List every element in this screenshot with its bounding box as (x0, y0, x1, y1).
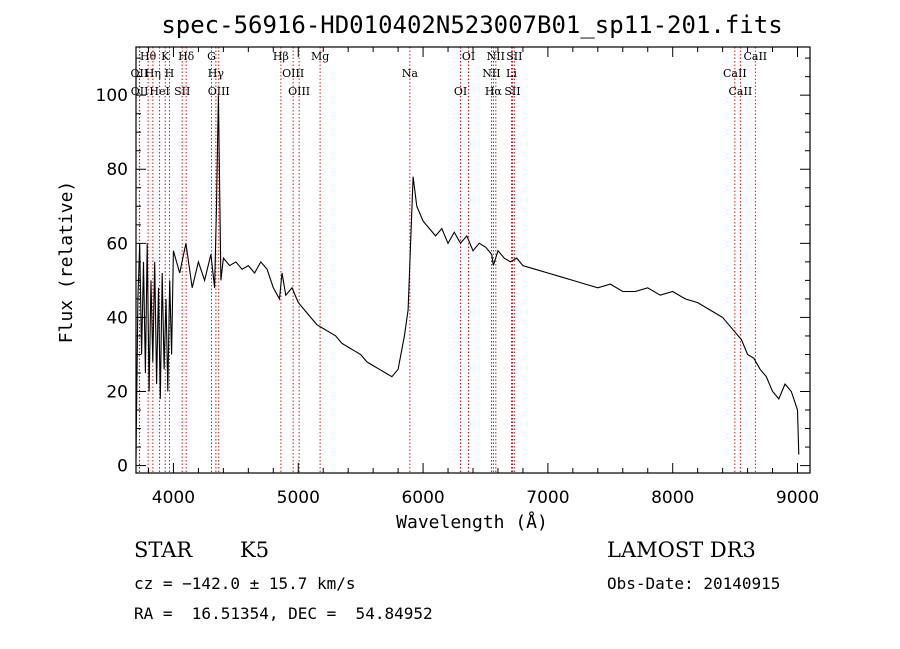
x-tick-label: 7000 (526, 488, 569, 508)
y-tick-label: 0 (117, 457, 128, 477)
spectral-line-label: OII (131, 67, 149, 80)
y-tick-label: 20 (106, 383, 128, 403)
x-tick-label: 4000 (152, 488, 195, 508)
spectral-line-label: SII (504, 85, 520, 98)
spectral-line-label: Hγ (208, 67, 225, 80)
y-tick-label: 100 (96, 86, 128, 106)
spectral-line-label: OIII (208, 85, 230, 98)
x-tick-label: 5000 (277, 488, 320, 508)
obs-date: Obs-Date: 20140915 (607, 574, 781, 593)
spectral-line-label: Li (506, 67, 517, 80)
y-tick-label: 40 (106, 308, 128, 328)
spectral-line-label: CaII (729, 85, 753, 98)
redshift-cz: cz = −142.0 ± 15.7 km/s (134, 574, 356, 593)
x-axis-label: Wavelength (Å) (396, 511, 548, 533)
spectral-line-label: SII (174, 85, 190, 98)
x-axis-ticks: 4000 5000 6000 7000 8000 9000 (147, 47, 819, 508)
spectral-line-label: OII (131, 85, 149, 98)
spectral-line-label: NII (487, 50, 505, 63)
spectral-line-label: CaII (723, 67, 747, 80)
spectral-line-label: HeI (149, 85, 169, 98)
spectral-line-label: Hα (485, 85, 503, 98)
spectral-line-label: OI (462, 50, 475, 63)
spectral-line-label: SII (506, 50, 522, 63)
object-subclass: K5 (240, 538, 270, 562)
y-tick-label: 80 (106, 160, 128, 180)
spectral-line-label: H (165, 67, 175, 80)
y-axis-label: Flux (relative) (56, 181, 77, 344)
spectral-line-label: Hη (145, 67, 161, 80)
spectral-line-label: Hδ (178, 50, 195, 63)
spectral-line-label: OIII (288, 85, 310, 98)
spectrum-line (135, 95, 800, 459)
x-tick-label: 8000 (651, 488, 694, 508)
spectral-line-label: Hθ (140, 50, 157, 63)
spectral-line-label: K (161, 50, 170, 63)
coordinates: RA = 16.51354, DEC = 54.84952 (134, 604, 433, 623)
spectral-line-label: Hβ (273, 50, 289, 63)
plot-frame (135, 46, 811, 474)
spectral-line-label: Mg (311, 50, 329, 63)
spectral-line-label: NII (482, 67, 500, 80)
y-axis-ticks: 0 20 40 60 80 100 (96, 57, 810, 477)
spectral-line-label: OIII (282, 67, 304, 80)
spectral-line-label: G (207, 50, 216, 63)
x-tick-label: 9000 (776, 488, 819, 508)
survey-name: LAMOST DR3 (607, 538, 756, 562)
spectral-line-label: Na (402, 67, 419, 80)
y-tick-label: 60 (106, 234, 128, 254)
chart-title: spec-56916-HD010402N523007B01_sp11-201.f… (161, 11, 782, 39)
spectral-lines-layer (138, 47, 756, 473)
object-class: STAR (134, 538, 193, 562)
spectral-line-label: OI (454, 85, 467, 98)
x-tick-label: 6000 (401, 488, 444, 508)
spectral-line-label: CaII (743, 50, 767, 63)
